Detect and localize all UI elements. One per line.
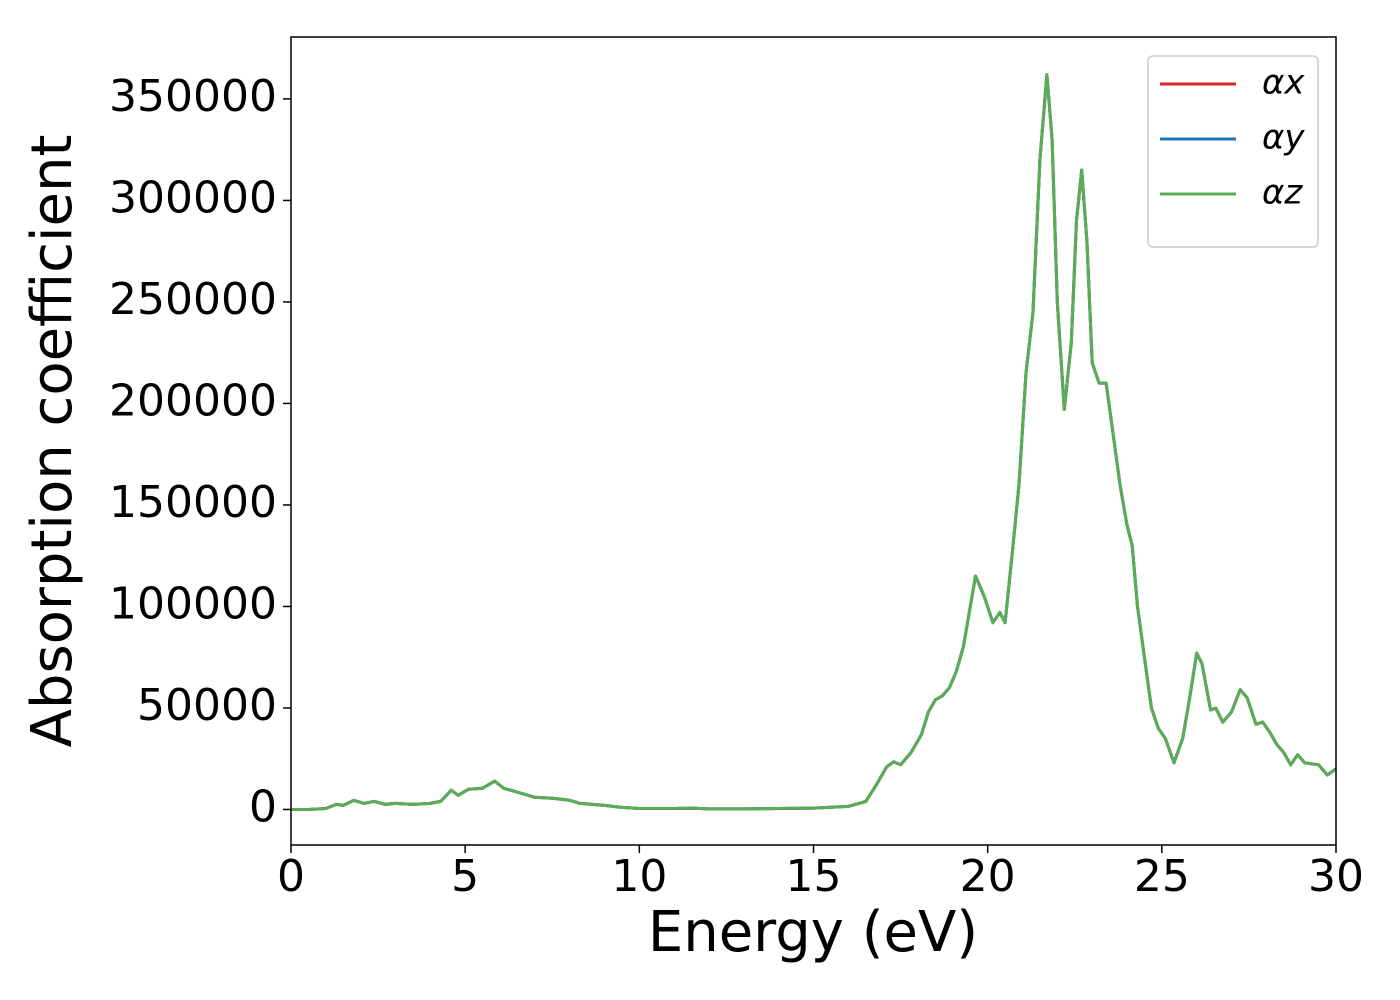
y-tick-label: 300000	[109, 172, 277, 223]
x-tick-label: 25	[1134, 851, 1190, 902]
x-tick-label: 20	[960, 851, 1016, 902]
legend-label: αy	[1262, 118, 1305, 158]
plot-frame	[290, 36, 1337, 846]
y-tick-label: 0	[249, 781, 277, 832]
y-tick-label: 150000	[109, 477, 277, 528]
legend-box	[1147, 55, 1319, 248]
y-tick-label: 200000	[109, 375, 277, 426]
data-line	[291, 73, 1336, 811]
y-tick-label: 350000	[109, 71, 277, 122]
legend-label: αx	[1262, 63, 1305, 103]
x-axis-label: Energy (eV)	[648, 900, 978, 965]
x-tick-label: 5	[451, 851, 479, 902]
x-tick-label: 10	[611, 851, 667, 902]
y-tick-label: 50000	[137, 680, 277, 731]
x-tick-label: 0	[277, 851, 305, 902]
y-tick-label: 250000	[109, 274, 277, 325]
x-tick-label: 15	[786, 851, 842, 902]
legend-label: αz	[1262, 173, 1303, 213]
y-tick-label: 100000	[109, 578, 277, 629]
y-axis-label: Absorption coefficient	[20, 135, 85, 748]
x-tick-label: 30	[1308, 851, 1364, 902]
